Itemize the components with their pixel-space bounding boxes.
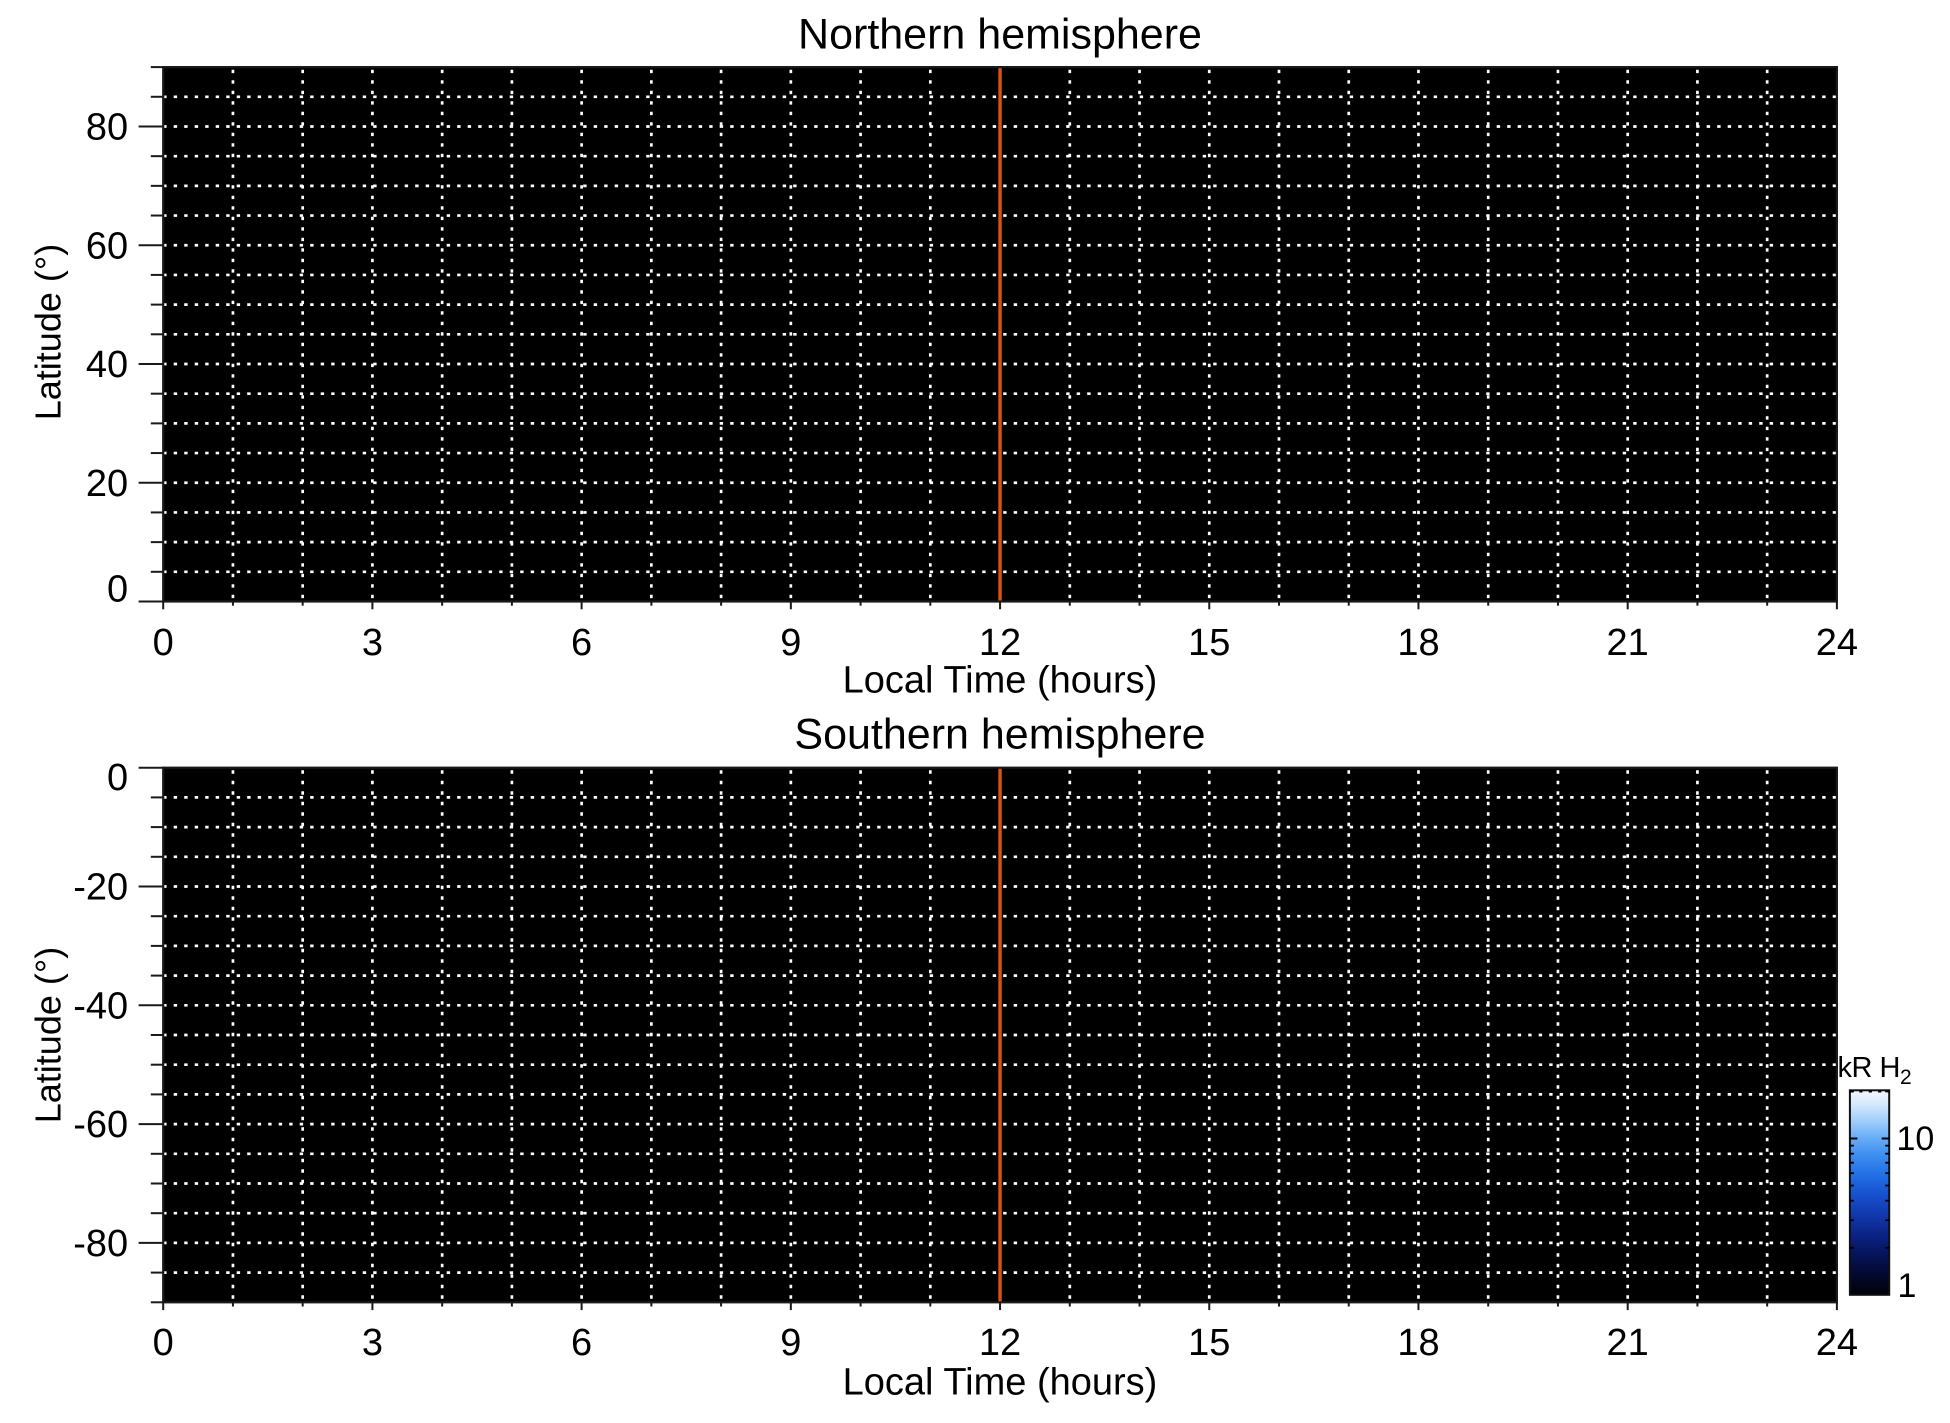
svg-text:-40: -40 (73, 985, 128, 1027)
svg-text:40: 40 (86, 344, 128, 386)
svg-text:1: 1 (1898, 1267, 1917, 1305)
svg-text:24: 24 (1816, 622, 1858, 664)
svg-text:9: 9 (780, 1322, 801, 1364)
svg-text:18: 18 (1397, 1322, 1439, 1364)
svg-text:Latitude (°): Latitude (°) (27, 244, 68, 420)
svg-text:0: 0 (107, 757, 128, 799)
svg-text:12: 12 (979, 622, 1021, 664)
svg-text:kR H2: kR H2 (1838, 1052, 1912, 1089)
svg-text:18: 18 (1397, 622, 1439, 664)
svg-text:10: 10 (1897, 1120, 1935, 1158)
svg-text:9: 9 (780, 622, 801, 664)
svg-text:3: 3 (362, 1322, 383, 1364)
svg-text:20: 20 (86, 463, 128, 505)
svg-text:15: 15 (1188, 622, 1230, 664)
svg-text:12: 12 (979, 1322, 1021, 1364)
svg-text:0: 0 (153, 1322, 174, 1364)
svg-text:6: 6 (571, 622, 592, 664)
svg-text:3: 3 (362, 622, 383, 664)
svg-text:21: 21 (1607, 1322, 1649, 1364)
svg-text:0: 0 (153, 622, 174, 664)
svg-text:80: 80 (86, 107, 128, 149)
svg-text:-20: -20 (73, 867, 128, 909)
svg-text:Southern hemisphere: Southern hemisphere (794, 711, 1205, 759)
svg-text:Northern hemisphere: Northern hemisphere (798, 11, 1202, 59)
svg-text:60: 60 (86, 225, 128, 267)
svg-text:-80: -80 (73, 1223, 128, 1265)
svg-text:-60: -60 (73, 1104, 128, 1146)
svg-text:Latitude (°): Latitude (°) (27, 947, 68, 1123)
svg-text:24: 24 (1816, 1322, 1858, 1364)
svg-text:21: 21 (1607, 622, 1649, 664)
svg-text:6: 6 (571, 1322, 592, 1364)
svg-text:0: 0 (107, 569, 128, 611)
svg-text:Local Time (hours): Local Time (hours) (843, 659, 1158, 701)
svg-text:Local Time (hours): Local Time (hours) (843, 1361, 1158, 1403)
svg-text:15: 15 (1188, 1322, 1230, 1364)
